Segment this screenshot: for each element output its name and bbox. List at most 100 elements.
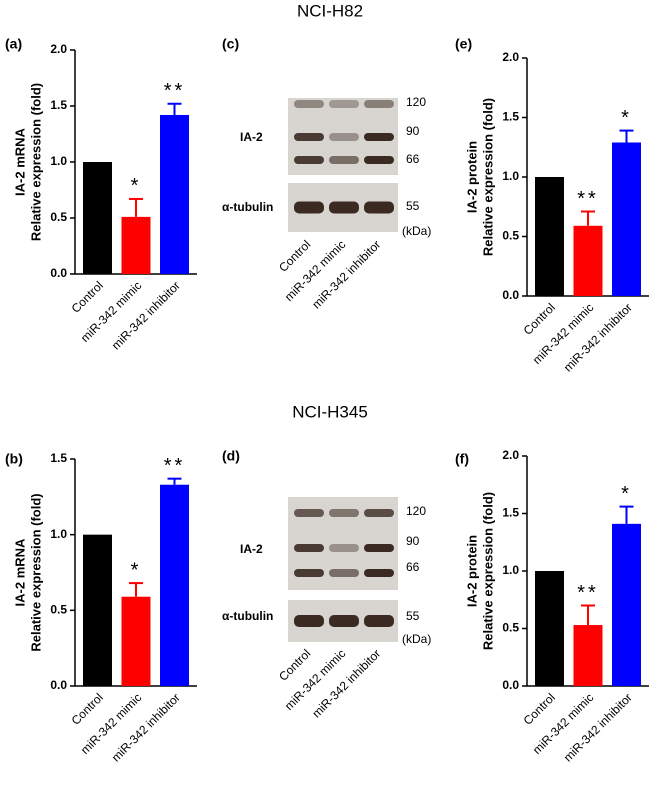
y-tick-label: 0.0 bbox=[502, 678, 519, 692]
band bbox=[364, 100, 394, 108]
y-tick-label: 1.0 bbox=[502, 169, 519, 183]
y-axis-label: IA-2 protein bbox=[464, 141, 479, 213]
band bbox=[364, 615, 394, 627]
panel-label: (b) bbox=[5, 451, 23, 467]
y-tick-label: 1.5 bbox=[502, 110, 519, 124]
band bbox=[329, 569, 359, 577]
lane-label: miR-342 mimic bbox=[282, 237, 348, 303]
x-tick-label: miR-342 inhibitor bbox=[561, 690, 635, 764]
marker-label: 66 bbox=[406, 560, 420, 574]
band bbox=[329, 201, 359, 214]
band bbox=[294, 615, 324, 627]
marker-label: 90 bbox=[406, 534, 420, 548]
panel-label: (c) bbox=[222, 36, 239, 52]
y-axis-label: Relative expression (fold) bbox=[28, 493, 43, 651]
significance: ** bbox=[577, 188, 599, 210]
row-label: α-tubulin bbox=[222, 200, 273, 214]
band bbox=[364, 156, 394, 164]
marker-label: 55 bbox=[406, 609, 420, 623]
marker-label: 55 bbox=[406, 199, 420, 213]
y-tick-label: 0.0 bbox=[50, 678, 67, 692]
band bbox=[364, 133, 394, 141]
x-tick-label: Control bbox=[521, 690, 558, 727]
band bbox=[329, 509, 359, 517]
marker-label: 120 bbox=[406, 95, 426, 109]
y-axis-label: IA-2 mRNA bbox=[12, 538, 27, 607]
row-label: IA-2 bbox=[240, 542, 263, 556]
x-tick-label: Control bbox=[69, 278, 106, 315]
band bbox=[294, 569, 324, 577]
y-tick-label: 0.5 bbox=[50, 603, 67, 617]
x-tick-label: Control bbox=[521, 300, 558, 337]
y-tick-label: 0.5 bbox=[502, 621, 519, 635]
band bbox=[364, 569, 394, 577]
band bbox=[294, 201, 324, 214]
bar bbox=[83, 534, 112, 686]
marker-label: 90 bbox=[406, 124, 420, 138]
band bbox=[294, 133, 324, 141]
bar bbox=[83, 162, 112, 274]
y-tick-label: 0.5 bbox=[502, 229, 519, 243]
y-tick-label: 1.0 bbox=[502, 563, 519, 577]
panel-label: (f) bbox=[455, 451, 469, 467]
y-axis-label: Relative expression (fold) bbox=[480, 492, 495, 650]
x-tick-label: miR-342 inhibitor bbox=[561, 300, 635, 374]
bar bbox=[160, 484, 189, 686]
significance: * bbox=[131, 175, 142, 197]
significance: * bbox=[131, 559, 142, 581]
unit-label: (kDa) bbox=[402, 632, 431, 646]
panel-label: (a) bbox=[5, 36, 22, 52]
significance: * bbox=[621, 107, 632, 129]
row-label: α-tubulin bbox=[222, 609, 273, 623]
bar bbox=[612, 142, 641, 296]
row-label: IA-2 bbox=[240, 130, 263, 144]
significance: ** bbox=[164, 80, 186, 102]
header: NCI-H345 bbox=[292, 402, 368, 421]
band bbox=[364, 544, 394, 552]
x-tick-label: miR-342 inhibitor bbox=[109, 690, 183, 764]
y-tick-label: 0.5 bbox=[50, 210, 67, 224]
band bbox=[294, 156, 324, 164]
y-tick-label: 0.0 bbox=[502, 288, 519, 302]
y-tick-label: 1.5 bbox=[50, 98, 67, 112]
band bbox=[294, 544, 324, 552]
marker-label: 120 bbox=[406, 504, 426, 518]
bar bbox=[535, 571, 564, 686]
bar bbox=[573, 625, 603, 686]
y-tick-label: 1.0 bbox=[50, 154, 67, 168]
y-tick-label: 2.0 bbox=[502, 50, 519, 64]
bar bbox=[121, 596, 151, 686]
y-tick-label: 0.0 bbox=[50, 266, 67, 280]
bar bbox=[612, 523, 641, 686]
panel-label: (d) bbox=[222, 448, 240, 464]
band bbox=[329, 544, 359, 552]
y-axis-label: IA-2 protein bbox=[464, 535, 479, 607]
x-tick-label: Control bbox=[69, 690, 106, 727]
band bbox=[294, 509, 324, 517]
marker-label: 66 bbox=[406, 152, 420, 166]
y-axis-label: IA-2 mRNA bbox=[12, 127, 27, 196]
band bbox=[329, 133, 359, 141]
x-tick-label: miR-342 inhibitor bbox=[109, 278, 183, 352]
y-tick-label: 1.5 bbox=[50, 451, 67, 465]
significance: ** bbox=[577, 582, 599, 604]
band bbox=[364, 201, 394, 214]
band bbox=[294, 100, 324, 108]
panel-label: (e) bbox=[455, 36, 472, 52]
significance: ** bbox=[164, 455, 186, 477]
y-axis-label: Relative expression (fold) bbox=[28, 83, 43, 241]
bar bbox=[121, 216, 151, 274]
bar bbox=[535, 177, 564, 296]
significance: * bbox=[621, 483, 632, 505]
bar bbox=[160, 114, 189, 275]
band bbox=[329, 100, 359, 108]
bar bbox=[573, 225, 603, 296]
y-axis-label: Relative expression (fold) bbox=[480, 98, 495, 256]
unit-label: (kDa) bbox=[402, 224, 431, 238]
y-tick-label: 1.0 bbox=[50, 527, 67, 541]
y-tick-label: 2.0 bbox=[50, 42, 67, 56]
band bbox=[329, 156, 359, 164]
header: NCI-H82 bbox=[297, 1, 363, 20]
band bbox=[329, 615, 359, 627]
